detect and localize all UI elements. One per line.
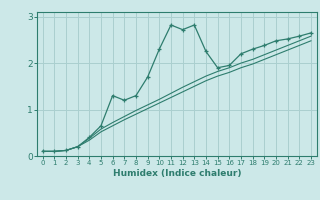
X-axis label: Humidex (Indice chaleur): Humidex (Indice chaleur) bbox=[113, 169, 241, 178]
